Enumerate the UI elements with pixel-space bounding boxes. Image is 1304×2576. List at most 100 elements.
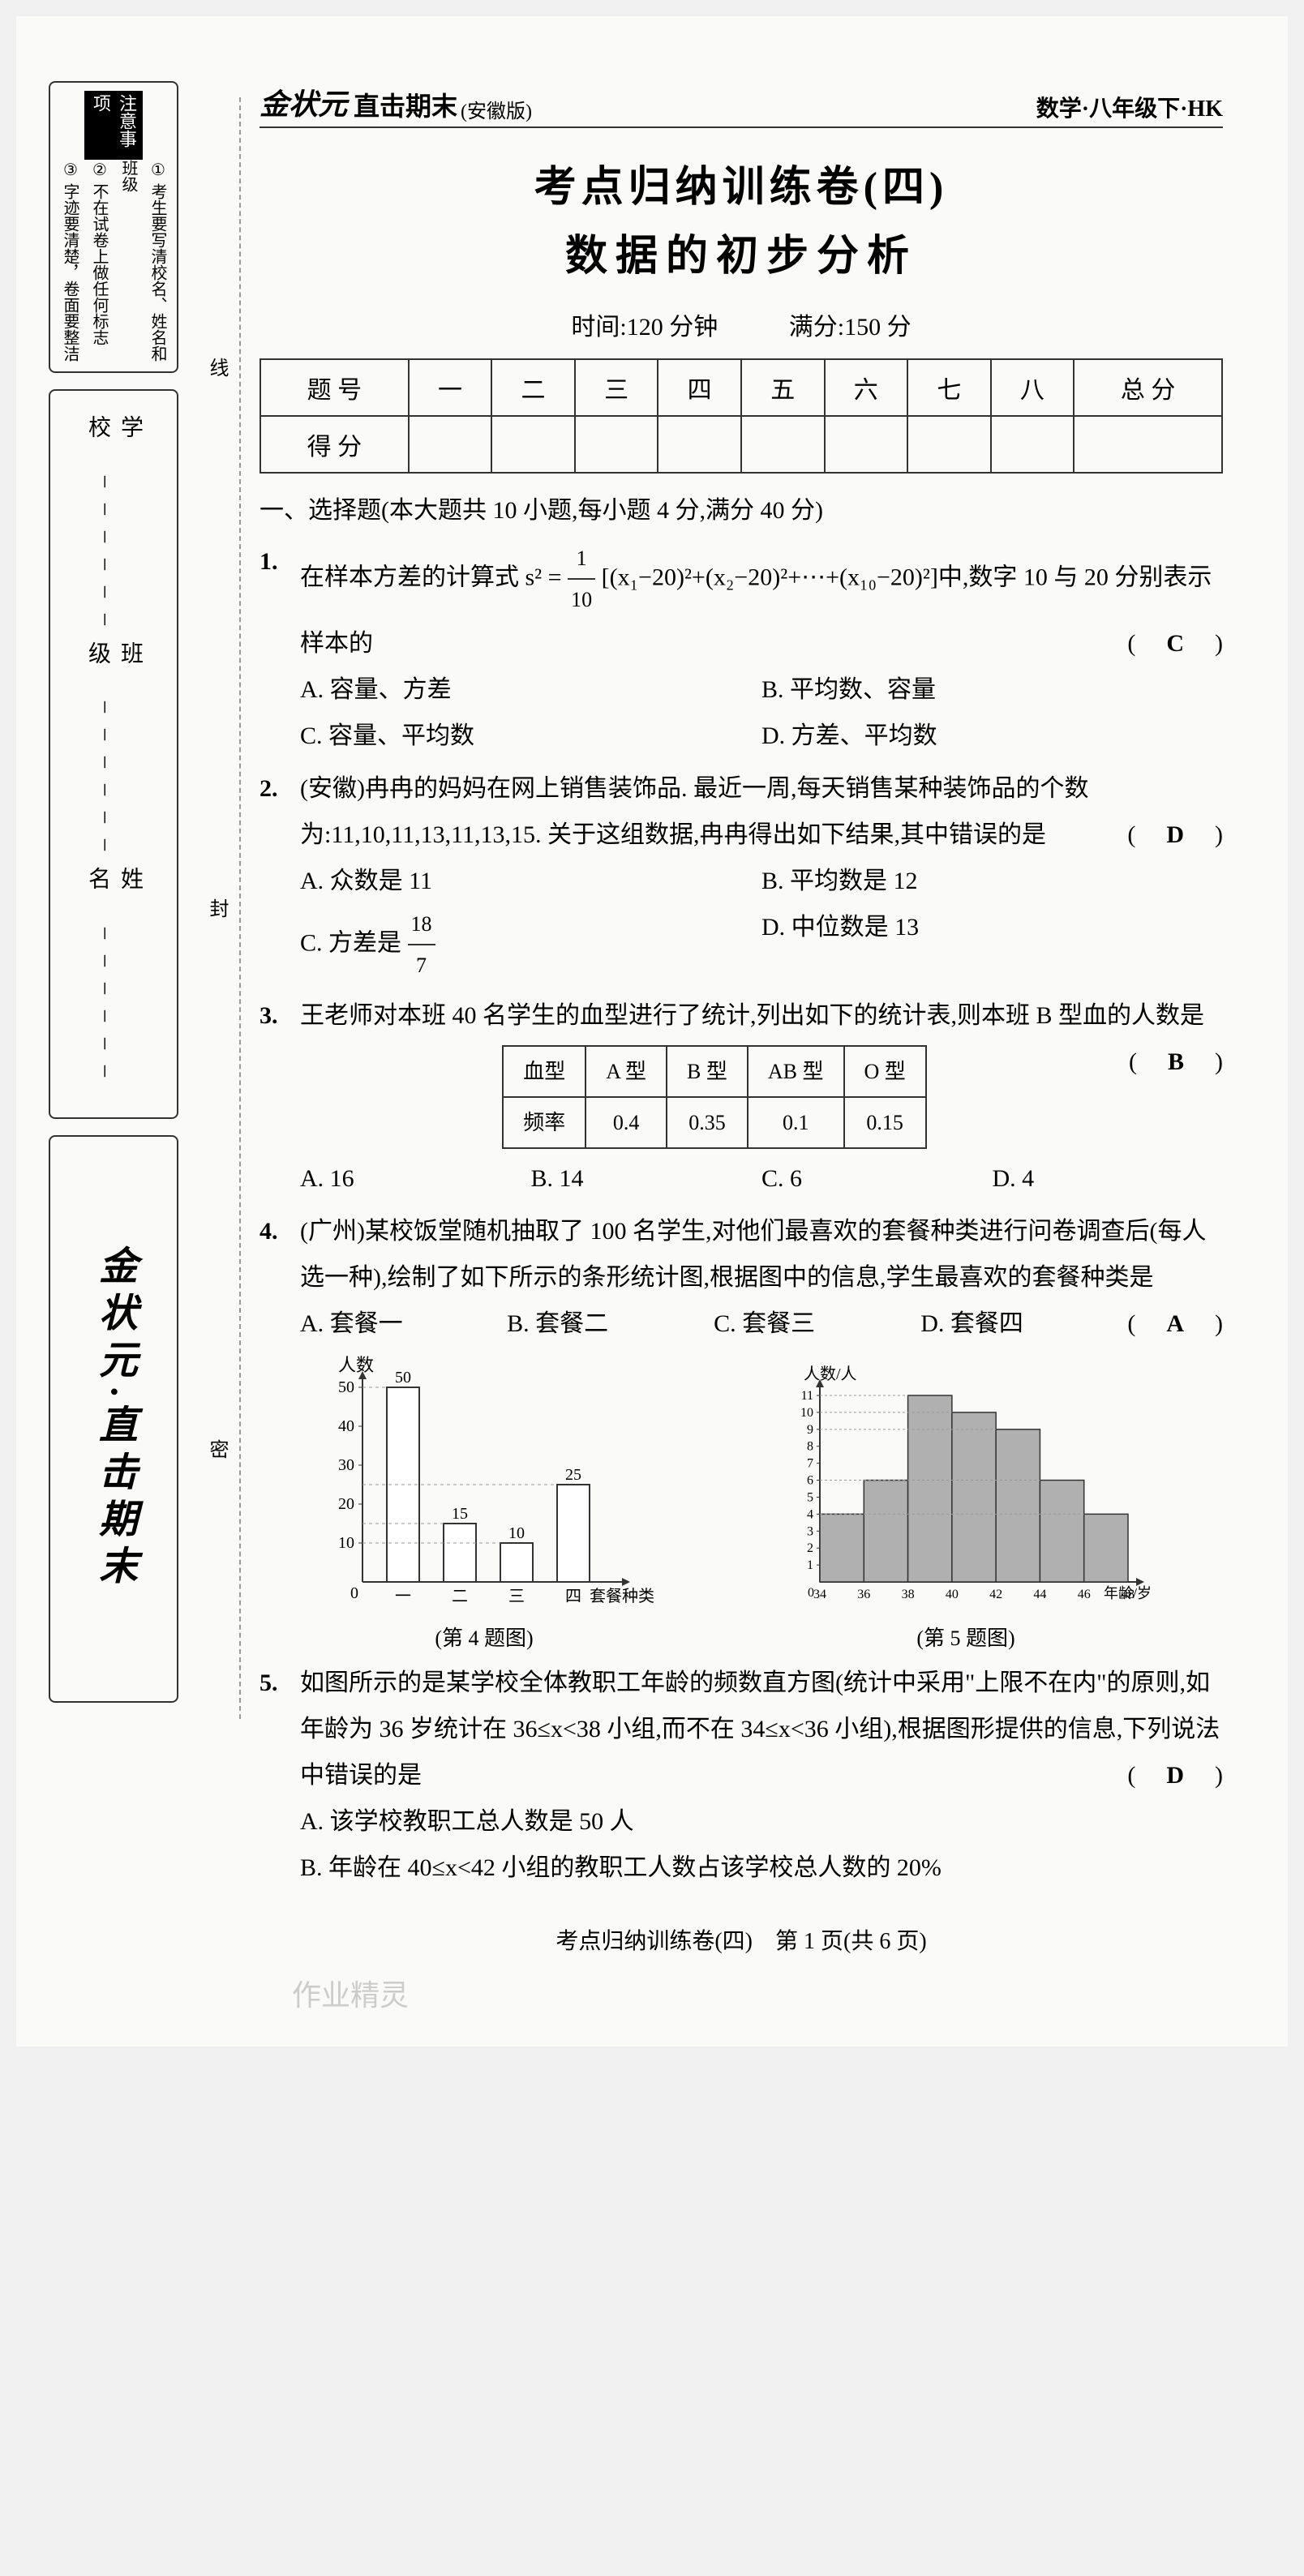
svg-text:40: 40 <box>946 1588 959 1601</box>
notice-item: ① 考生要写清校名、姓名和班级 <box>114 160 172 363</box>
svg-text:10: 10 <box>800 1406 813 1420</box>
header-subtitle: 直击期末 <box>354 86 457 123</box>
svg-text:四: 四 <box>565 1588 581 1605</box>
option-a: A. 套餐一 <box>300 1301 507 1347</box>
time-score: 时间:120 分钟 满分:150 分 <box>260 306 1223 342</box>
svg-text:50: 50 <box>395 1369 411 1387</box>
q-num: 2. <box>260 765 278 812</box>
th: 七 <box>907 359 991 416</box>
svg-text:5: 5 <box>807 1491 813 1505</box>
name-label: 姓名 <box>81 867 146 928</box>
option-d: D. 中位数是 13 <box>761 904 1223 986</box>
options: A. 套餐一 B. 套餐二 C. 套餐三 D. 套餐四 <box>300 1301 1127 1347</box>
svg-text:10: 10 <box>338 1534 354 1552</box>
option-a: A. 容量、方差 <box>300 667 761 713</box>
th: 六 <box>825 359 908 416</box>
chart-caption: (第 5 题图) <box>763 1622 1169 1652</box>
options: A. 众数是 11 B. 平均数是 12 C. 方差是 187 D. 中位数是 … <box>300 858 1223 986</box>
svg-text:11: 11 <box>801 1389 813 1403</box>
option-b: B. 套餐二 <box>507 1301 714 1347</box>
th: 总 分 <box>1074 359 1222 416</box>
options: A. 容量、方差 B. 平均数、容量 C. 容量、平均数 D. 方差、平均数 <box>300 667 1223 759</box>
student-info-box: 学校 ______ 班级 ______ 姓名 ______ <box>49 389 178 1119</box>
svg-text:34: 34 <box>813 1588 826 1601</box>
answer-paren: ( D ) <box>1127 812 1223 858</box>
svg-text:人数: 人数 <box>338 1355 374 1375</box>
question-1: 1. 在样本方差的计算式 s² = 110 [(x₁−20)²+(x₂−20)²… <box>260 538 1223 759</box>
class-label: 班级 <box>81 641 146 702</box>
page-footer: 考点归纳训练卷(四) 第 1 页(共 6 页) <box>260 1923 1223 1956</box>
blood-type-table: 血型 A 型 B 型 AB 型 O 型 频率 0.4 0.35 0.1 0.15 <box>502 1045 927 1150</box>
svg-text:25: 25 <box>565 1466 581 1484</box>
title-line1: 考点归纳训练卷(四) <box>260 152 1223 213</box>
answer-paren: ( C ) <box>1127 620 1223 667</box>
q-num: 1. <box>260 538 278 585</box>
seal-line: 线 封 密 <box>203 97 241 1719</box>
td: 得 分 <box>260 416 409 473</box>
title-line2: 数据的初步分析 <box>260 221 1223 282</box>
table-row: 题 号 一 二 三 四 五 六 七 八 总 分 <box>260 359 1222 416</box>
question-2: 2. (安徽)冉冉的妈妈在网上销售装饰品. 最近一周,每天销售某种装饰品的个数为… <box>260 765 1223 986</box>
svg-text:年龄/岁: 年龄/岁 <box>1104 1585 1152 1601</box>
option-d: D. 方差、平均数 <box>761 713 1223 759</box>
option-a: A. 该学校教职工总人数是 50 人 <box>300 1798 1223 1845</box>
seal-xian: 线 <box>203 358 231 377</box>
option-a: A. 众数是 11 <box>300 858 761 904</box>
score-table: 题 号 一 二 三 四 五 六 七 八 总 分 得 分 <box>260 358 1223 474</box>
charts-row: 102030405050一15二10三25四人数套餐种类0 (第 4 题图) 1… <box>260 1355 1223 1652</box>
question-5: 5. 如图所示的是某学校全体教职工年龄的频数直方图(统计中采用"上限不在内"的原… <box>260 1660 1223 1891</box>
svg-text:15: 15 <box>452 1505 468 1523</box>
header-logo: 金状元 <box>260 81 347 123</box>
watermark: 作业精灵 <box>260 1972 1223 2014</box>
svg-text:2: 2 <box>807 1542 813 1556</box>
th: 八 <box>991 359 1075 416</box>
question-3: 3. 王老师对本班 40 名学生的血型进行了统计,列出如下的统计表,则本班 B … <box>260 992 1223 1202</box>
q4-text: (广州)某校饭堂随机抽取了 100 名学生,对他们最喜欢的套餐种类进行问卷调查后… <box>300 1218 1206 1291</box>
svg-text:30: 30 <box>338 1456 354 1474</box>
answer-paren: ( B ) <box>1129 1039 1223 1085</box>
main-content: 金状元 直击期末 (安徽版) 数学·八年级下·HK 考点归纳训练卷(四) 数据的… <box>195 81 1255 2014</box>
seal-mi: 密 <box>203 1439 231 1459</box>
th: 一 <box>409 359 492 416</box>
fraction: 110 <box>568 538 595 620</box>
answer-paren: ( D ) <box>1127 1752 1223 1798</box>
header-bar: 金状元 直击期末 (安徽版) 数学·八年级下·HK <box>260 81 1223 128</box>
seal-feng: 封 <box>203 898 231 918</box>
svg-text:40: 40 <box>338 1417 354 1435</box>
notice-label: 注意事项 <box>84 91 143 160</box>
th: 二 <box>491 359 575 416</box>
svg-text:46: 46 <box>1078 1588 1091 1601</box>
th: 三 <box>575 359 658 416</box>
q-num: 5. <box>260 1660 278 1706</box>
header-right: 数学·八年级下·HK <box>1036 91 1223 123</box>
svg-text:4: 4 <box>807 1508 813 1522</box>
svg-text:44: 44 <box>1033 1588 1046 1601</box>
svg-text:38: 38 <box>902 1588 915 1601</box>
brand-text: 金状元·直击期末 <box>85 1245 142 1592</box>
th: 题 号 <box>260 359 409 416</box>
option-d: D. 4 <box>993 1155 1224 1202</box>
table-row: 得 分 <box>260 416 1222 473</box>
option-b: B. 年龄在 40≤x<42 小组的教职工人数占该学校总人数的 20% <box>300 1845 1223 1891</box>
notice-items: ① 考生要写清校名、姓名和班级 ② 不在试卷上做任何标志 ③ 字迹要清楚，卷面要… <box>55 160 172 363</box>
bar-chart-q4: 102030405050一15二10三25四人数套餐种类0 <box>314 1355 654 1614</box>
notice-item: ② 不在试卷上做任何标志 <box>84 160 114 363</box>
exam-full-score: 满分:150 分 <box>789 314 912 341</box>
svg-text:9: 9 <box>807 1423 813 1437</box>
svg-text:3: 3 <box>807 1525 813 1539</box>
options: A. 16 B. 14 C. 6 D. 4 <box>300 1155 1223 1202</box>
q-num: 3. <box>260 992 278 1039</box>
svg-text:0: 0 <box>350 1584 358 1602</box>
svg-text:10: 10 <box>508 1524 525 1542</box>
q2-text: (安徽)冉冉的妈妈在网上销售装饰品. 最近一周,每天销售某种装饰品的个数为:11… <box>300 775 1088 848</box>
svg-text:6: 6 <box>807 1474 813 1488</box>
option-c: C. 容量、平均数 <box>300 713 761 759</box>
svg-text:8: 8 <box>807 1440 813 1454</box>
svg-text:7: 7 <box>807 1457 813 1471</box>
option-c: C. 套餐三 <box>714 1301 920 1347</box>
notice-item: ③ 字迹要清楚，卷面要整洁 <box>55 160 84 363</box>
exam-page: 注意事项 ① 考生要写清校名、姓名和班级 ② 不在试卷上做任何标志 ③ 字迹要清… <box>16 16 1288 2047</box>
title-block: 考点归纳训练卷(四) 数据的初步分析 <box>260 152 1223 282</box>
section-title: 一、选择题(本大题共 10 小题,每小题 4 分,满分 40 分) <box>260 490 1223 525</box>
exam-time: 时间:120 分钟 <box>571 314 718 341</box>
